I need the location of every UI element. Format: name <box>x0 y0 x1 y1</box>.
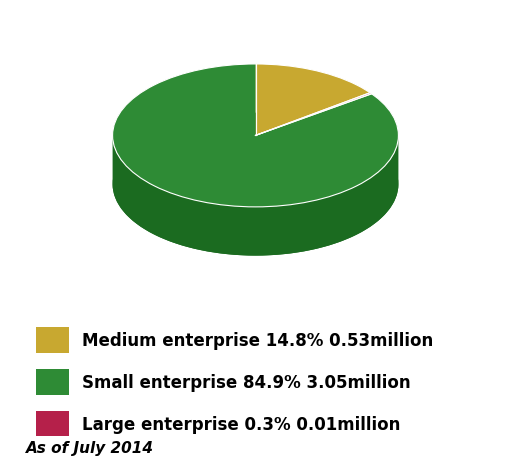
Text: Large enterprise 0.3% 0.01million: Large enterprise 0.3% 0.01million <box>82 415 400 432</box>
Polygon shape <box>112 136 399 256</box>
Ellipse shape <box>112 113 399 256</box>
Polygon shape <box>256 94 371 136</box>
Text: As of July 2014: As of July 2014 <box>26 440 153 455</box>
Polygon shape <box>112 65 399 207</box>
Text: Medium enterprise 14.8% 0.53million: Medium enterprise 14.8% 0.53million <box>82 332 433 349</box>
Text: Small enterprise 84.9% 3.05million: Small enterprise 84.9% 3.05million <box>82 373 410 391</box>
Polygon shape <box>256 65 370 136</box>
